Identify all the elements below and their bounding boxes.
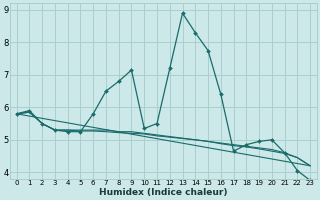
X-axis label: Humidex (Indice chaleur): Humidex (Indice chaleur) <box>99 188 228 197</box>
